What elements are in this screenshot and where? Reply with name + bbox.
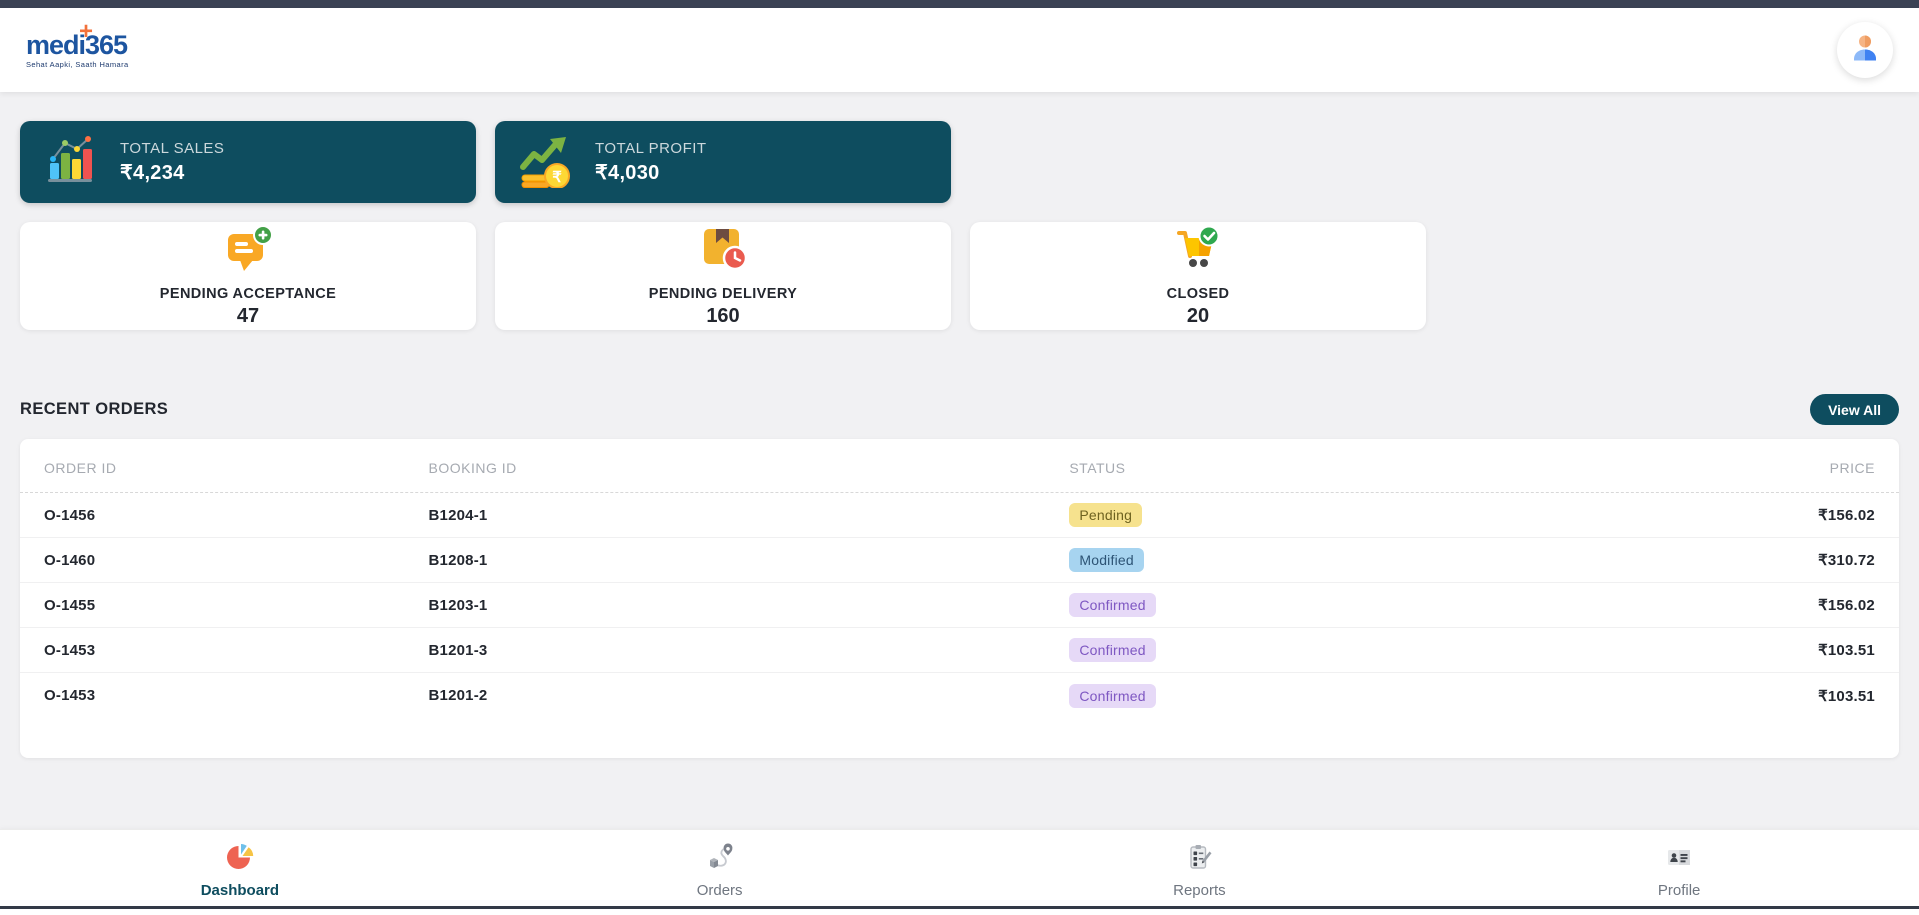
status-badge: Modified xyxy=(1069,548,1144,572)
nav-item-reports[interactable]: Reports xyxy=(960,830,1440,906)
route-package-icon xyxy=(705,842,735,878)
total-profit-value: ₹4,030 xyxy=(595,161,660,184)
order-id: O-1453 xyxy=(44,641,96,659)
total-sales-card: TOTAL SALES ₹4,234 xyxy=(20,121,476,203)
nav-item-profile[interactable]: Profile xyxy=(1439,830,1919,906)
user-avatar-button[interactable] xyxy=(1837,22,1893,78)
dashboard-main: TOTAL SALES ₹4,234 ₹ TOTAL PROFIT ₹4,030 xyxy=(0,121,1919,758)
column-booking-id: BOOKING ID xyxy=(428,459,517,476)
cart-check-icon xyxy=(1172,225,1224,280)
table-row[interactable]: O-1456 B1204-1 Pending ₹156.02 xyxy=(20,493,1899,538)
nav-label-dashboard: Dashboard xyxy=(200,881,280,899)
status-badge: Pending xyxy=(1069,503,1143,527)
clipboard-pencil-icon xyxy=(1184,842,1214,878)
top-strip xyxy=(0,0,1919,8)
pending-acceptance-card[interactable]: PENDING ACCEPTANCE 47 xyxy=(20,222,476,330)
brand-tagline: Sehat Aapki, Saath Hamara xyxy=(26,59,129,69)
column-price: PRICE xyxy=(1829,459,1875,476)
nav-item-orders[interactable]: Orders xyxy=(480,830,960,906)
bottom-divider xyxy=(0,906,1919,909)
svg-text:₹: ₹ xyxy=(552,169,562,186)
secondary-stats-row: PENDING ACCEPTANCE 47 PENDING DELIVERY 1… xyxy=(20,222,1899,330)
total-sales-label: TOTAL SALES xyxy=(120,139,225,157)
bar-chart-icon xyxy=(42,132,98,193)
message-plus-icon xyxy=(222,224,274,280)
view-all-button[interactable]: View All xyxy=(1810,394,1899,425)
closed-value: 20 xyxy=(1186,304,1210,327)
nav-label-orders: Orders xyxy=(696,881,743,899)
booking-id: B1201-2 xyxy=(428,687,488,704)
column-status: STATUS xyxy=(1069,459,1126,476)
status-badge: Confirmed xyxy=(1069,593,1156,617)
price: ₹156.02 xyxy=(1818,597,1875,614)
price: ₹310.72 xyxy=(1818,552,1875,569)
logo-plus-icon: + xyxy=(79,17,94,45)
price: ₹156.02 xyxy=(1818,507,1875,524)
price: ₹103.51 xyxy=(1818,687,1875,705)
booking-id: B1204-1 xyxy=(428,506,488,524)
table-row[interactable]: O-1460 B1208-1 Modified ₹310.72 xyxy=(20,538,1899,583)
total-profit-label: TOTAL PROFIT xyxy=(595,139,707,157)
table-row[interactable]: O-1455 B1203-1 Confirmed ₹156.02 xyxy=(20,583,1899,628)
order-id: O-1456 xyxy=(44,506,96,524)
table-row[interactable]: O-1453 B1201-2 Confirmed ₹103.51 xyxy=(20,673,1899,718)
total-profit-card: ₹ TOTAL PROFIT ₹4,030 xyxy=(495,121,951,203)
primary-stats-row: TOTAL SALES ₹4,234 ₹ TOTAL PROFIT ₹4,030 xyxy=(20,121,1899,203)
pending-delivery-value: 160 xyxy=(706,304,740,327)
table-header-row: ORDER ID BOOKING ID STATUS PRICE xyxy=(20,443,1899,493)
bottom-bar: Dashboard Orders xyxy=(0,829,1919,915)
nav-label-profile: Profile xyxy=(1657,881,1701,899)
recent-orders-title: RECENT ORDERS xyxy=(20,400,169,418)
pending-acceptance-value: 47 xyxy=(236,304,260,327)
recent-orders-table: ORDER ID BOOKING ID STATUS PRICE O-1456 … xyxy=(20,439,1899,758)
table-row[interactable]: O-1453 B1201-3 Confirmed ₹103.51 xyxy=(20,628,1899,673)
total-sales-value: ₹4,234 xyxy=(120,161,185,184)
order-id: O-1455 xyxy=(44,596,96,614)
pending-acceptance-label: PENDING ACCEPTANCE xyxy=(159,285,337,302)
pending-delivery-card[interactable]: PENDING DELIVERY 160 xyxy=(495,222,951,330)
app-header: + medi365 Sehat Aapki, Saath Hamara xyxy=(0,8,1919,92)
booking-id: B1208-1 xyxy=(428,551,488,569)
order-id: O-1460 xyxy=(44,551,96,569)
closed-card[interactable]: CLOSED 20 xyxy=(970,222,1426,330)
nav-item-dashboard[interactable]: Dashboard xyxy=(0,830,480,906)
pending-delivery-label: PENDING DELIVERY xyxy=(648,285,798,302)
order-id: O-1453 xyxy=(44,687,96,704)
booking-id: B1201-3 xyxy=(428,641,488,659)
profit-growth-icon: ₹ xyxy=(517,132,573,193)
column-order-id: ORDER ID xyxy=(44,459,117,476)
user-avatar-icon xyxy=(1848,31,1882,70)
status-badge: Confirmed xyxy=(1069,638,1156,662)
status-badge: Confirmed xyxy=(1069,683,1156,708)
recent-orders-header: RECENT ORDERS View All xyxy=(20,394,1899,425)
id-card-icon xyxy=(1664,842,1694,878)
closed-label: CLOSED xyxy=(1166,285,1230,302)
package-clock-icon xyxy=(697,225,749,280)
nav-label-reports: Reports xyxy=(1173,881,1226,899)
bottom-nav: Dashboard Orders xyxy=(0,829,1919,906)
booking-id: B1203-1 xyxy=(428,596,488,614)
pie-chart-icon xyxy=(225,842,255,878)
price: ₹103.51 xyxy=(1818,642,1875,659)
brand-name: medi365 xyxy=(26,29,128,60)
brand-logo[interactable]: + medi365 Sehat Aapki, Saath Hamara xyxy=(26,19,129,69)
